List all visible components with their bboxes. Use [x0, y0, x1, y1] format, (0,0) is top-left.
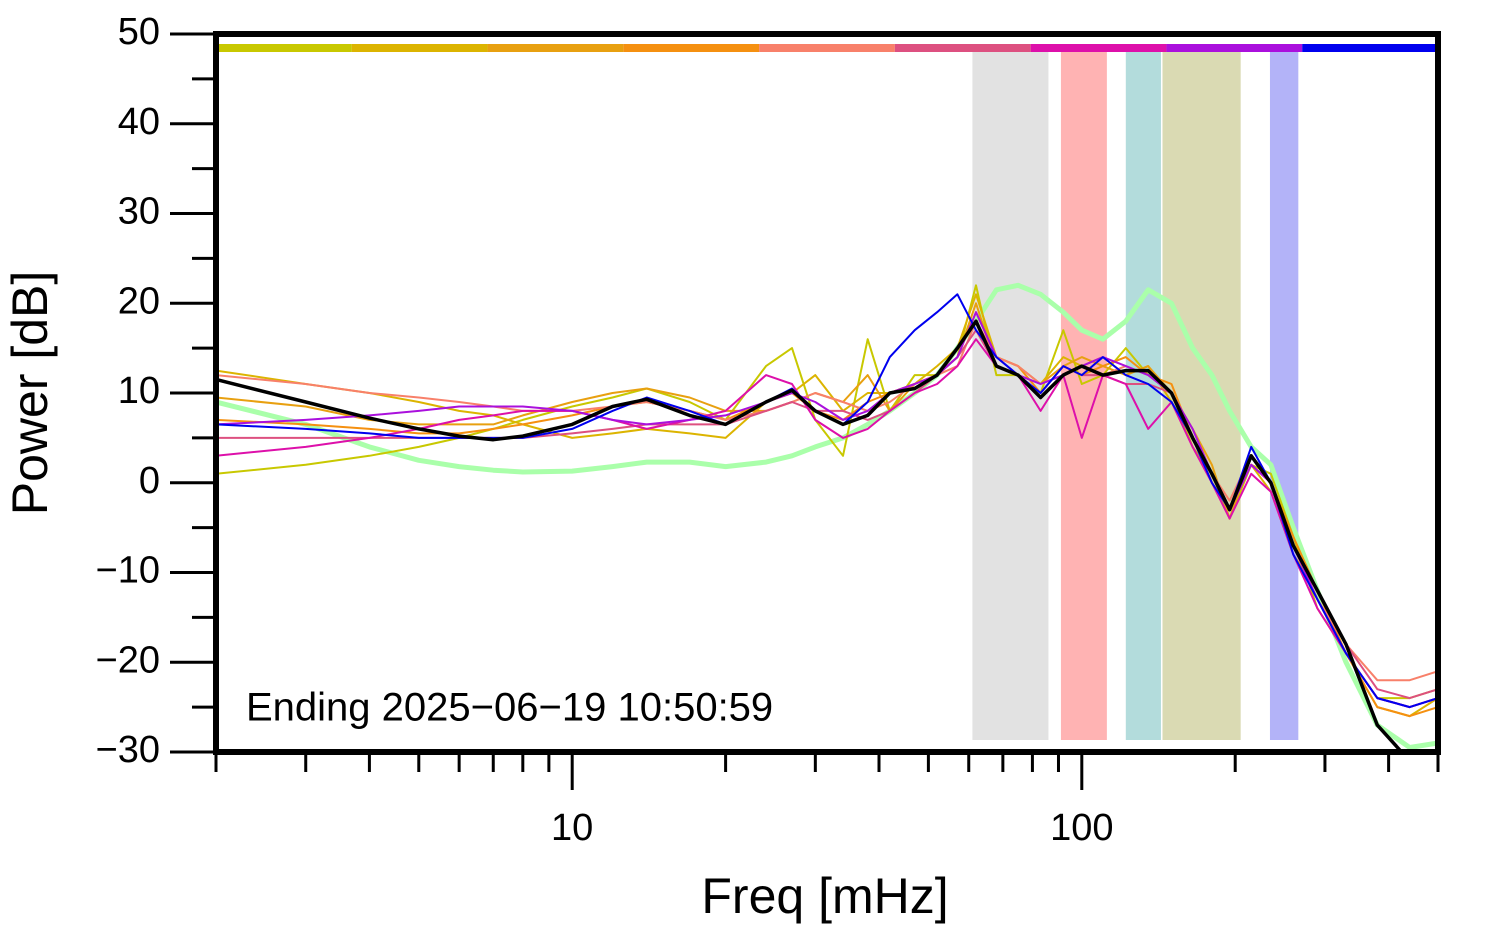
y-tick-label: 40 [118, 101, 160, 143]
color-bar-segment [216, 44, 352, 52]
y-tick-label: 30 [118, 191, 160, 233]
spectrum-line [216, 284, 1438, 700]
y-tick-label: −20 [96, 639, 160, 681]
x-axis-title: Freq [mHz] [701, 868, 948, 924]
color-bar-segment [487, 44, 624, 52]
spectrum-line [216, 293, 1438, 709]
y-axis-title: Power [dB] [2, 271, 58, 516]
line-layer [216, 282, 1438, 752]
tick-layer: −30 −20 −10 0 10 20 30 40 50 10 100 [96, 11, 1440, 849]
color-bar-segment [1302, 44, 1438, 52]
band-layer [216, 44, 1438, 740]
annotation: Ending 2025−06−19 10:50:59 [246, 686, 773, 730]
spectrum-line [216, 302, 1438, 709]
y-tick-label: 20 [118, 280, 160, 322]
spectrum-line [216, 293, 1438, 718]
frequency-band [1060, 52, 1107, 740]
spectrum-line [216, 282, 1438, 750]
color-bar-segment [1166, 44, 1303, 52]
spectrum-line [216, 320, 1438, 682]
y-tick-label: 50 [118, 11, 160, 53]
plot-frame [213, 31, 1441, 755]
spectrum-line [216, 311, 1438, 718]
spectrum-line [216, 329, 1438, 700]
x-tick-label: 10 [551, 807, 593, 849]
frequency-band [972, 52, 1049, 740]
y-tick-label: 10 [118, 370, 160, 412]
color-bar-segment [623, 44, 760, 52]
color-bar-segment [1030, 44, 1167, 52]
frequency-band [1269, 52, 1299, 740]
y-tick-label: 0 [139, 460, 160, 502]
color-bar-segment [759, 44, 895, 52]
y-tick-label: −30 [96, 729, 160, 771]
spectrum-line [216, 338, 1438, 709]
y-tick-label: −10 [96, 550, 160, 592]
spectrum-line [216, 311, 1438, 709]
color-bar-segment [351, 44, 488, 52]
spectrum-line [216, 319, 1404, 752]
color-bar-segment [894, 44, 1031, 52]
x-tick-label: 100 [1050, 807, 1113, 849]
